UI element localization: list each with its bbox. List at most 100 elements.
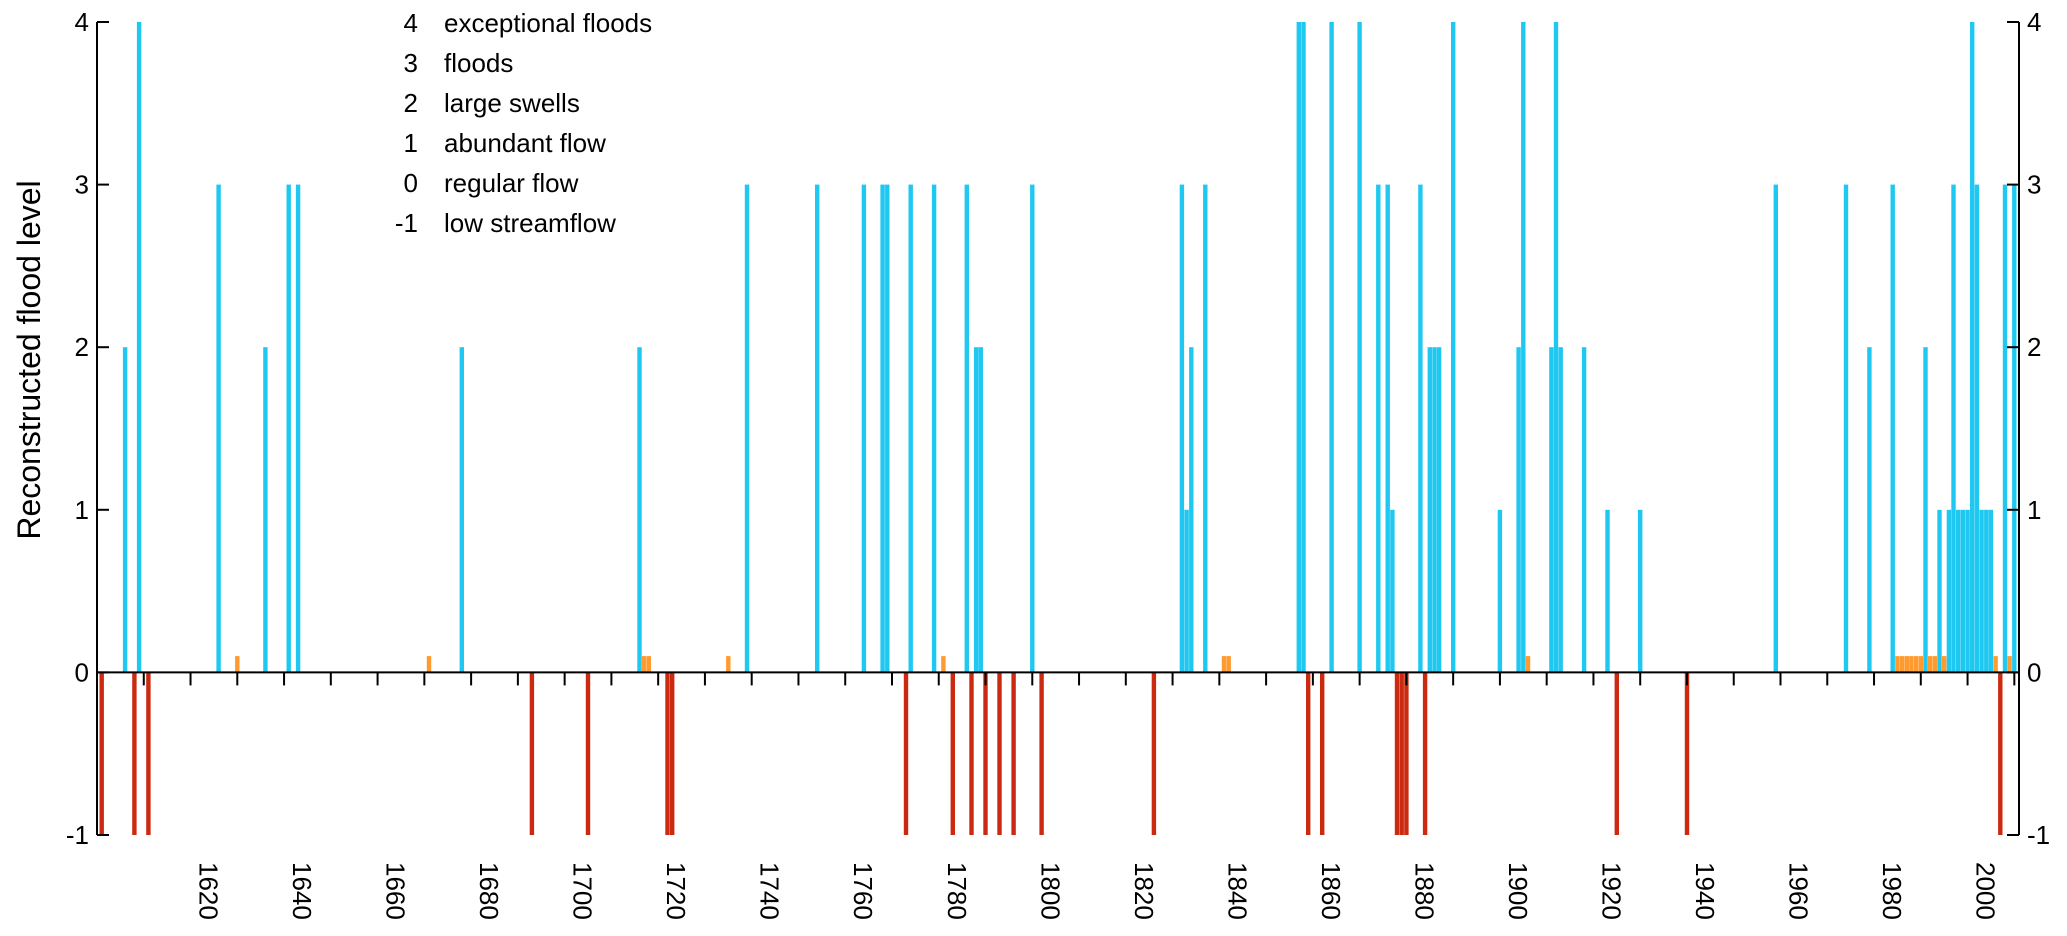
bar-low-1796-12 [1011,672,1016,835]
bar-low-1722-5 [665,672,670,835]
y-tick-label-right: 1 [2027,495,2041,525]
bar-regular-1841-6 [1221,656,1227,673]
bar-flood-1886-32 [1432,347,1437,673]
bar-regular-1671-1 [426,656,432,673]
bar-low-1601-0 [99,672,104,835]
legend-label: abundant flow [444,128,606,158]
bar-flood-2004-58 [1984,509,1989,673]
y-tick-label-right: 4 [2027,7,2041,37]
x-tick-label: 1820 [1129,862,1159,920]
bar-flood-1999-53 [1960,509,1966,673]
x-tick-label: 1680 [474,862,504,920]
legend: 4 exceptional floods 3 floods 2 large swells 1… [395,8,652,238]
bar-regular-1986-10 [1899,656,1905,673]
bar-flood-1900-35 [1497,509,1503,673]
x-tick-label: 1640 [287,862,317,920]
bar-flood-2003-57 [1979,509,1984,673]
bar-regular-1781-5 [941,656,946,673]
x-tick-label: 1920 [1596,862,1626,920]
y-tick-label-right: 3 [2027,170,2041,200]
bar-regular-1987-11 [1904,656,1909,673]
y-tick-label-right: 2 [2027,332,2041,362]
bar-flood-1877-29 [1390,509,1395,673]
bar-flood-1643-5 [295,184,301,673]
x-tick-label: 1860 [1316,862,1346,920]
bar-flood-1918-41 [1581,347,1587,673]
y-tick-label-left: -1 [66,820,89,850]
bar-regular-2009-19 [2007,656,2012,673]
legend-code: -1 [395,208,418,238]
bar-regular-1992-15 [1927,656,1933,673]
bar-low-1884-20 [1422,672,1428,835]
bar-flood-1786-15 [964,184,969,673]
y-tick-label-right: 0 [2027,657,2041,687]
y-tick-label-left: 4 [75,7,89,37]
bar-low-1793-11 [997,672,1002,835]
bar-regular-1842-7 [1226,656,1231,673]
bar-flood-1768-11 [880,184,885,673]
bar-low-1859-15 [1306,672,1311,835]
bar-flood-1876-28 [1385,184,1390,673]
bar-flood-1609-1 [136,22,142,673]
bar-flood-1788-16 [974,347,979,673]
bar-flood-1923-42 [1605,509,1610,673]
legend-label: exceptional floods [444,8,652,38]
legend-code: 1 [404,128,418,158]
bar-flood-1857-23 [1296,22,1301,673]
bar-flood-1858-24 [1301,22,1306,673]
bar-flood-1678-6 [459,347,464,673]
legend-label: large swells [444,88,580,118]
bar-flood-1636-3 [263,347,268,673]
bar-flood-2010-61 [2012,184,2017,673]
bar-flood-1911-38 [1549,347,1554,673]
bar-flood-1885-31 [1427,347,1432,673]
bar-low-1879-18 [1399,672,1404,835]
bar-flood-1769-12 [885,184,890,673]
bar-low-1802-13 [1039,672,1044,835]
bar-flood-1789-17 [978,347,983,673]
legend-code: 0 [404,168,418,198]
bar-flood-2005-59 [1988,509,1994,673]
y-tick-label-left: 1 [75,495,89,525]
bar-low-1693-3 [529,672,535,835]
bar-regular-1993-16 [1932,656,1937,673]
bar-regular-1995-17 [1942,656,1947,673]
bar-flood-1833-20 [1184,509,1189,673]
x-tick-label: 1880 [1409,862,1439,920]
bar-flood-1959-44 [1773,184,1778,673]
y-tick-label-right: -1 [2027,820,2050,850]
legend-label: floods [444,48,513,78]
x-tick-label: 1740 [755,862,785,920]
bar-low-1940-22 [1684,672,1690,835]
bar-flood-1913-40 [1558,347,1563,673]
x-tick-labels: 1620 1640 1660 1680 1700 1720 1740 1760 1780 1800… [194,862,2001,920]
y-tick-label-left: 2 [75,332,89,362]
legend-code: 3 [404,48,418,78]
y-tick-labels-right: -1 0 1 2 3 4 [2027,7,2050,850]
bar-flood-1864-25 [1329,22,1334,673]
x-tick-label: 1660 [381,862,411,920]
bar-flood-1606-0 [122,347,128,673]
y-axis-title: Reconstructed flood level [11,180,47,539]
bar-low-1880-19 [1404,672,1409,835]
bar-flood-1890-34 [1451,22,1456,673]
bar-regular-1630-0 [235,656,240,673]
bar-low-1773-7 [903,672,909,835]
x-tick-label: 1700 [568,862,598,920]
legend-code: 4 [404,8,418,38]
chart-bars [99,22,2017,835]
bar-low-1783-8 [950,672,955,835]
y-tick-labels-left: -1 0 1 2 3 4 [66,7,89,850]
bar-regular-1990-14 [1918,656,1923,673]
x-tick-label: 1840 [1222,862,1252,920]
bar-regular-2006-18 [1993,656,1998,673]
bar-flood-1883-30 [1418,184,1423,673]
y-tick-label-left: 3 [75,170,89,200]
bar-flood-1930-43 [1638,509,1643,673]
bar-low-1608-1 [132,672,137,835]
bar-regular-1989-13 [1913,656,1919,673]
bar-flood-1739-8 [744,184,750,673]
bar-flood-2008-60 [2002,184,2008,673]
bar-low-2007-23 [1998,672,2003,835]
legend-code: 2 [404,88,418,118]
